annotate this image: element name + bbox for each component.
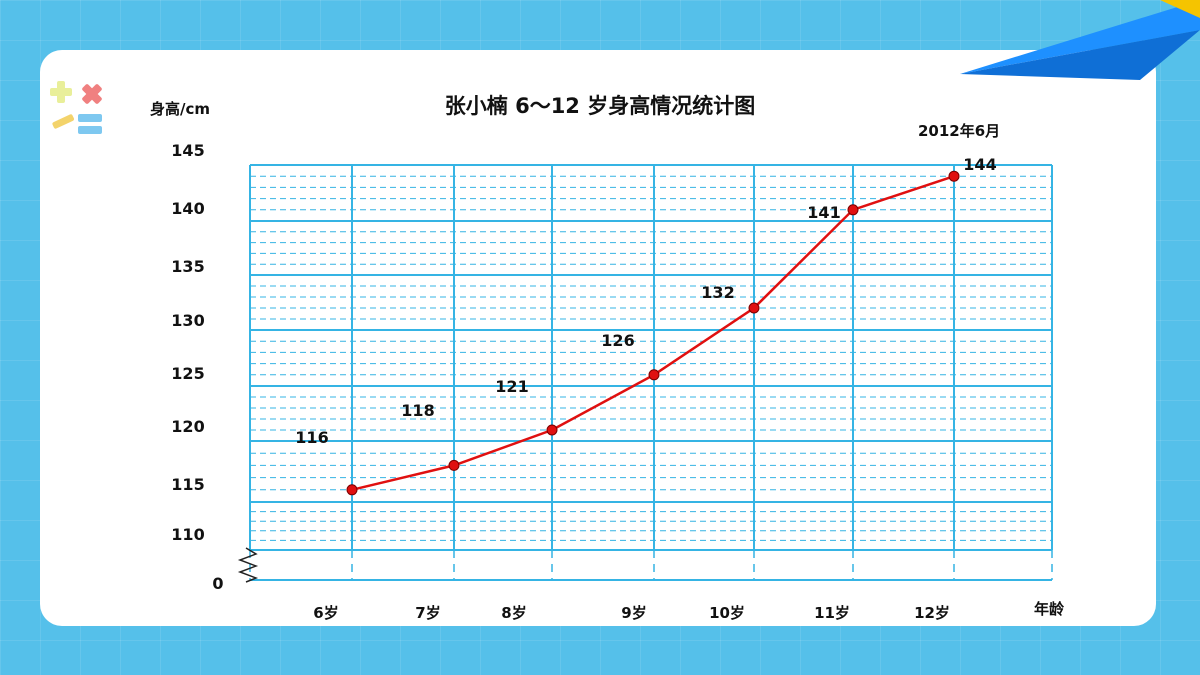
x-tick-label: 9岁 <box>621 604 646 622</box>
y-tick-label: 145 <box>171 141 204 160</box>
x-axis-label: 年龄 <box>1034 600 1065 618</box>
x-tick-label: 12岁 <box>914 604 950 622</box>
y-tick-label: 140 <box>171 199 204 218</box>
x-tick-label: 6岁 <box>313 604 338 622</box>
data-label: 116 <box>295 428 328 447</box>
y-tick-label: 115 <box>171 475 204 494</box>
x-tick-label: 11岁 <box>814 604 850 622</box>
axis-break-mark <box>237 547 259 583</box>
y-axis-label: 身高/cm <box>150 100 211 118</box>
y-tick-label: 120 <box>171 417 204 436</box>
x-tick-label: 10岁 <box>709 604 745 622</box>
x-tick-label: 7岁 <box>415 604 440 622</box>
date-annotation: 2012年6月 <box>918 122 1001 140</box>
chart-title: 张小楠 6～12 岁身高情况统计图 <box>444 94 756 118</box>
data-label: 121 <box>495 377 528 396</box>
y-tick-label: 135 <box>171 257 204 276</box>
chart-card <box>40 50 1156 626</box>
y-tick-label: 0 <box>212 574 223 593</box>
data-label: 126 <box>601 331 634 350</box>
y-tick-label: 110 <box>171 525 204 544</box>
y-tick-label: 130 <box>171 311 204 330</box>
data-point <box>448 459 460 471</box>
paper-plane-icon <box>960 0 1200 80</box>
math-symbols-icon <box>50 81 102 134</box>
data-point <box>748 302 760 314</box>
data-point <box>648 369 660 381</box>
data-point <box>346 484 358 496</box>
data-point <box>948 170 960 182</box>
data-label: 144 <box>963 155 996 174</box>
data-label: 132 <box>701 283 734 302</box>
x-tick-label: 8岁 <box>501 604 526 622</box>
y-tick-label: 125 <box>171 364 204 383</box>
data-point <box>847 204 859 216</box>
data-label: 118 <box>401 401 434 420</box>
data-label: 141 <box>807 203 840 222</box>
data-point <box>546 424 558 436</box>
